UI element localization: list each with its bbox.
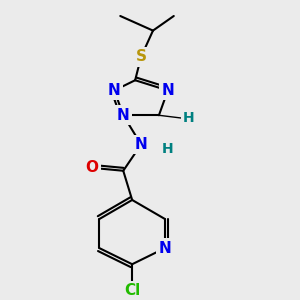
Text: O: O xyxy=(85,160,98,175)
Text: N: N xyxy=(158,241,171,256)
Text: N: N xyxy=(135,137,148,152)
Text: H: H xyxy=(162,142,174,156)
Text: N: N xyxy=(161,83,174,98)
Text: Cl: Cl xyxy=(124,283,140,298)
Text: N: N xyxy=(108,83,121,98)
Text: N: N xyxy=(117,108,130,123)
Text: H: H xyxy=(183,111,194,125)
Text: S: S xyxy=(136,50,147,64)
